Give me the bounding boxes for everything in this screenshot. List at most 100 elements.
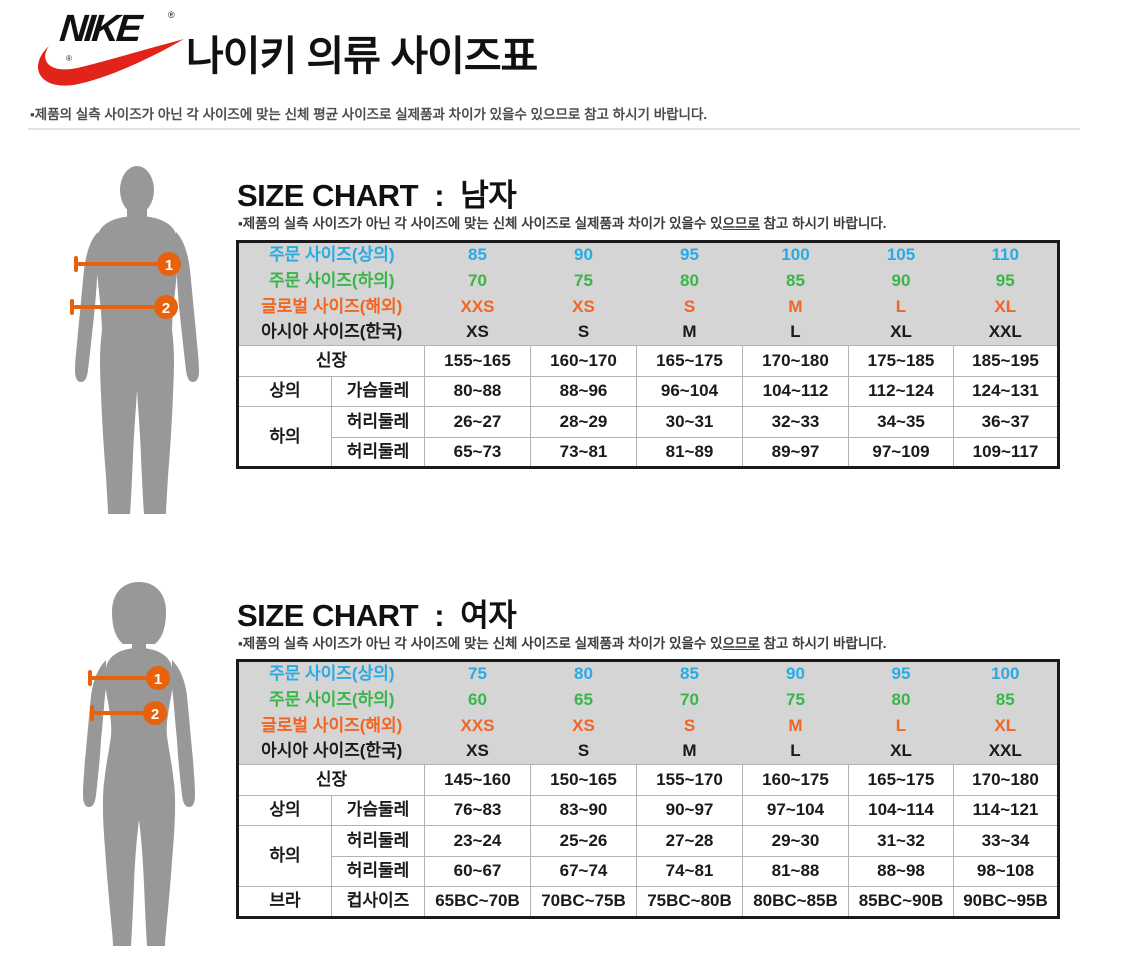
size-value-cell: M [742, 293, 849, 320]
measurement-cell: 112~124 [848, 375, 954, 407]
size-value-cell: XL [848, 319, 954, 346]
measurement-cell: 145~160 [424, 764, 531, 796]
male-right-arm [176, 232, 199, 382]
size-value-cell: 110 [953, 241, 1059, 268]
measurement-cell: 160~175 [742, 764, 849, 796]
measurement-cell: 74~81 [636, 855, 743, 887]
measurement-cell: 104~114 [848, 794, 954, 826]
header-row-label: 글로벌 사이즈(해외) [237, 712, 425, 739]
size-value-cell: 80 [848, 686, 954, 713]
size-value-cell: XXS [424, 712, 531, 739]
size-value-cell: 95 [848, 660, 954, 687]
measure-badge-2-label: 2 [162, 300, 170, 317]
measurement-cell: 89~97 [742, 436, 849, 468]
body-row-label: 하의 [237, 406, 332, 468]
size-value-cell: 80 [636, 267, 743, 294]
size-value-cell: XS [530, 293, 637, 320]
size-value-cell: 75 [530, 267, 637, 294]
divider-line [28, 128, 1080, 130]
measurement-cell: 33~34 [953, 825, 1059, 857]
body-row-label: 가슴둘레 [331, 375, 425, 407]
size-value-cell: L [742, 738, 849, 765]
size-value-cell: 95 [636, 241, 743, 268]
measurement-cell: 25~26 [530, 825, 637, 857]
measurement-cell: 23~24 [424, 825, 531, 857]
measurement-cell: 80BC~85B [742, 886, 849, 918]
header-row-label: 주문 사이즈(하의) [237, 686, 425, 713]
measure-badge-2 [143, 701, 167, 725]
size-value-cell: L [848, 712, 954, 739]
measurement-cell: 65BC~70B [424, 886, 531, 918]
measurement-cell: 60~67 [424, 855, 531, 887]
male-silhouette: 1 2 [70, 166, 199, 514]
measurement-cell: 150~165 [530, 764, 637, 796]
size-value-cell: M [742, 712, 849, 739]
size-value-cell: M [636, 738, 743, 765]
women-subtitle-text: ▪제품의 실측 사이즈가 아닌 각 사이즈에 맞는 신체 사이즈로 실제품과 차… [238, 636, 723, 651]
measurement-cell: 165~175 [636, 345, 743, 377]
header-row-label: 주문 사이즈(상의) [237, 241, 425, 268]
body-row-label: 신장 [237, 345, 425, 377]
measurement-cell: 26~27 [424, 406, 531, 438]
size-value-cell: L [848, 293, 954, 320]
men-subtitle-text: ▪제품의 실측 사이즈가 아닌 각 사이즈에 맞는 신체 사이즈로 실제품과 차… [238, 216, 723, 231]
size-value-cell: 85 [424, 241, 531, 268]
measurement-cell: 29~30 [742, 825, 849, 857]
size-value-cell: S [636, 712, 743, 739]
women-size-table: 주문 사이즈(상의) 75 80 85 90 95 100 주문 사이즈(하의) 60 65 70 7… [236, 659, 1060, 919]
measure-badge-1 [157, 252, 181, 276]
size-value-cell: 80 [530, 660, 637, 687]
nike-swoosh-icon [37, 39, 184, 86]
measurement-cell: 104~112 [742, 375, 849, 407]
male-head [120, 166, 154, 214]
male-legs [100, 330, 174, 514]
measurement-cell: 81~88 [742, 855, 849, 887]
body-row-label: 허리둘레 [331, 855, 425, 887]
men-section-title: SIZE CHART : 남자 [237, 178, 517, 213]
women-subtitle-underlined: 으므로 [722, 636, 760, 651]
body-row-label: 브라 [237, 886, 332, 918]
size-value-cell: XXL [953, 319, 1059, 346]
measurement-cell: 109~117 [953, 436, 1059, 468]
size-value-cell: 70 [424, 267, 531, 294]
measure-badge-1-label: 1 [165, 257, 173, 274]
measurement-cell: 67~74 [530, 855, 637, 887]
size-value-cell: S [636, 293, 743, 320]
measure-badge-2 [154, 295, 178, 319]
size-value-cell: XL [953, 712, 1059, 739]
measurement-cell: 155~165 [424, 345, 531, 377]
size-value-cell: 60 [424, 686, 531, 713]
measurement-cell: 75BC~80B [636, 886, 743, 918]
measurement-cell: 88~98 [848, 855, 954, 887]
measurement-cell: 76~83 [424, 794, 531, 826]
body-row-label: 신장 [237, 764, 425, 796]
size-value-cell: 100 [742, 241, 849, 268]
size-value-cell: M [636, 319, 743, 346]
measurement-cell: 88~96 [530, 375, 637, 407]
size-value-cell: XS [530, 712, 637, 739]
size-value-cell: XS [424, 319, 531, 346]
measurement-cell: 114~121 [953, 794, 1059, 826]
registered-mark-small: ® [66, 54, 72, 63]
top-disclaimer: ▪제품의 실측 사이즈가 아닌 각 사이즈에 맞는 신체 평균 사이즈로 실제품… [30, 107, 708, 122]
measurement-cell: 70BC~75B [530, 886, 637, 918]
size-value-cell: 85 [636, 660, 743, 687]
measure-badge-1-label: 1 [154, 671, 162, 688]
body-row-label: 허리둘레 [331, 406, 425, 438]
registered-mark: ® [168, 10, 175, 20]
body-row-label: 가슴둘레 [331, 794, 425, 826]
measurement-cell: 73~81 [530, 436, 637, 468]
measurement-cell: 31~32 [848, 825, 954, 857]
measurement-cell: 27~28 [636, 825, 743, 857]
measurement-cell: 170~180 [742, 345, 849, 377]
measurement-cell: 160~170 [530, 345, 637, 377]
men-subtitle-tail: 참고 하시기 바랍니다. [759, 216, 887, 231]
size-value-cell: XL [953, 293, 1059, 320]
body-row-label: 컵사이즈 [331, 886, 425, 918]
women-subtitle-tail: 참고 하시기 바랍니다. [759, 636, 887, 651]
measurement-cell: 65~73 [424, 436, 531, 468]
measurement-cell: 83~90 [530, 794, 637, 826]
measurement-cell: 97~104 [742, 794, 849, 826]
measurement-cell: 30~31 [636, 406, 743, 438]
